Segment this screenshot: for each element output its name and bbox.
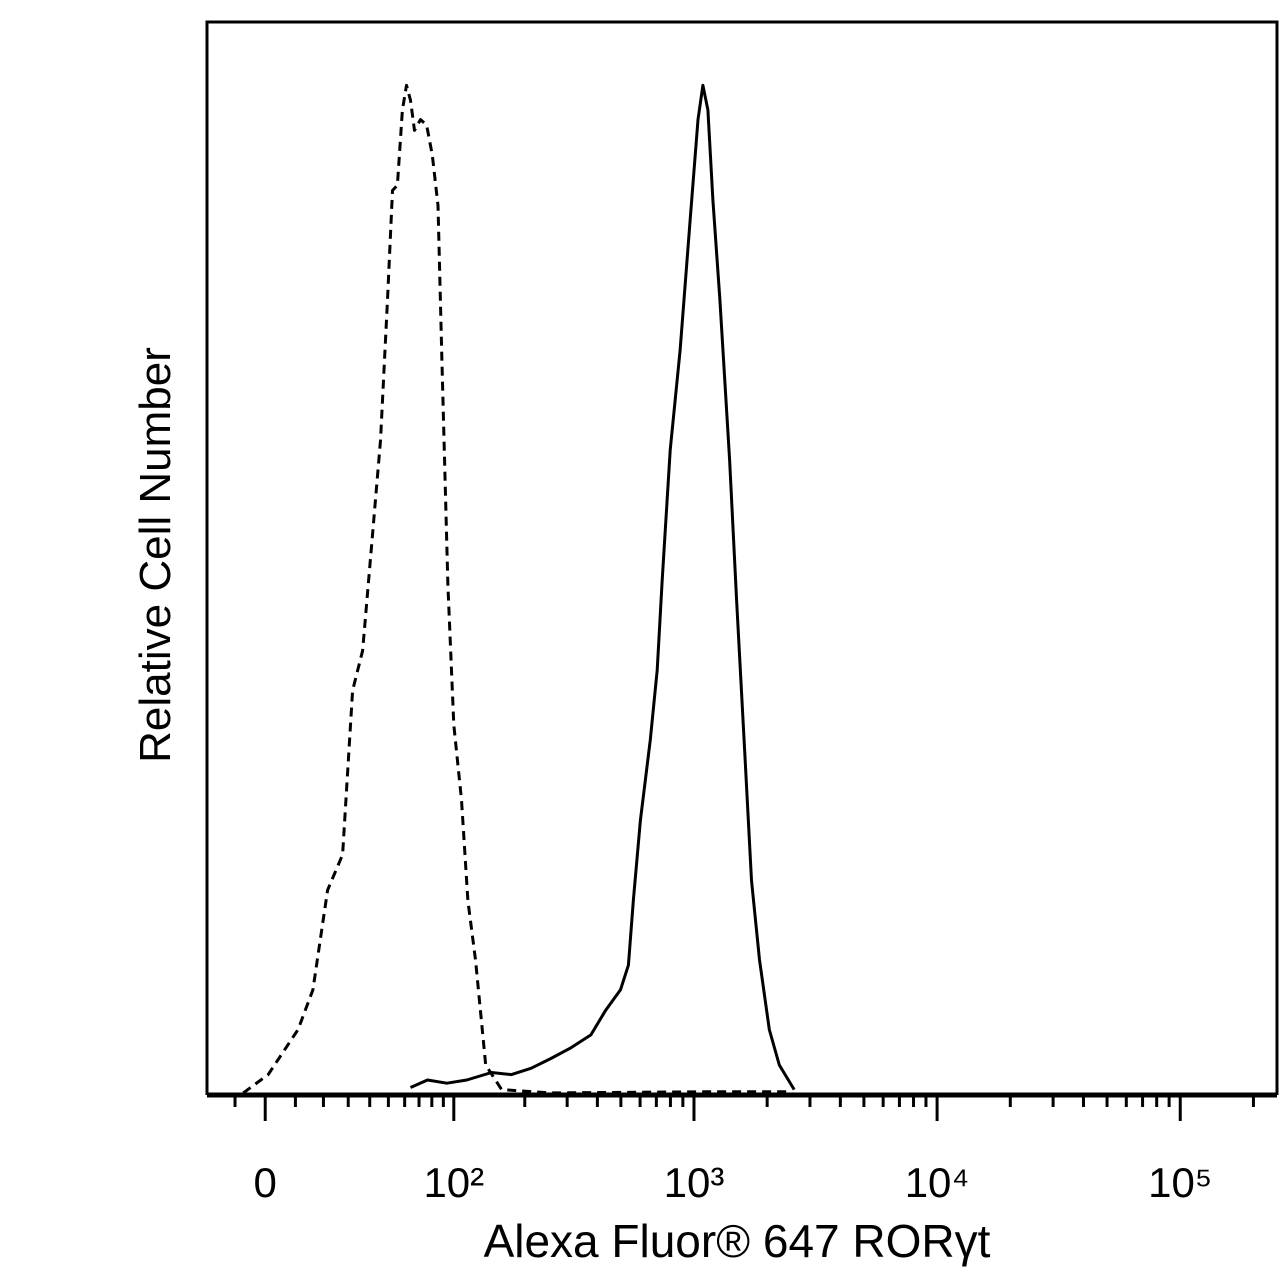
- plot-frame: [205, 20, 1279, 1095]
- x-tick-label: 10³: [664, 1159, 725, 1206]
- x-tick-label: 10⁴: [905, 1159, 970, 1206]
- x-tick-label: 0: [254, 1159, 277, 1206]
- y-axis-label: Relative Cell Number: [131, 347, 180, 763]
- histogram-line: [409, 83, 796, 1091]
- x-axis-label: Alexa Fluor® 647 RORγt: [484, 1215, 991, 1267]
- x-tick-label: 10²: [423, 1159, 484, 1206]
- x-tick-label: 10⁵: [1148, 1159, 1212, 1206]
- histogram-line: [242, 83, 790, 1095]
